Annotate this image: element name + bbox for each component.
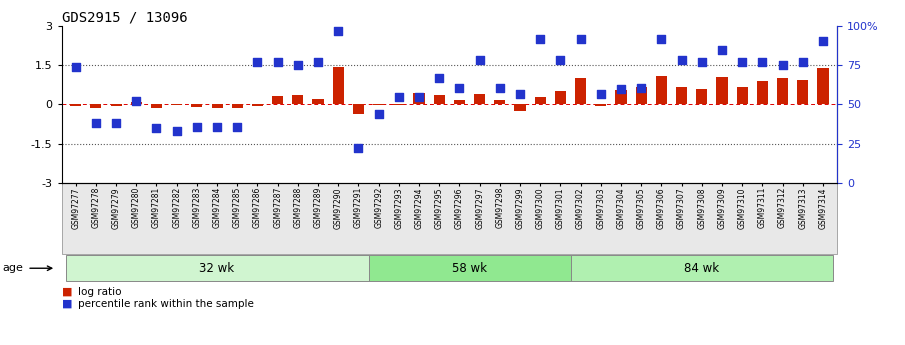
Bar <box>232 104 243 108</box>
Point <box>755 59 769 65</box>
Bar <box>414 92 424 104</box>
Point <box>674 57 689 63</box>
Bar <box>368 255 570 281</box>
Point <box>190 124 205 129</box>
Point <box>553 58 567 63</box>
Point <box>392 94 406 100</box>
Point <box>331 28 346 34</box>
Point <box>271 59 285 65</box>
Point <box>715 47 729 53</box>
Bar <box>817 68 829 104</box>
Text: ■: ■ <box>62 299 72 308</box>
Point <box>452 85 467 91</box>
Point <box>351 145 366 150</box>
Point <box>250 59 264 65</box>
Bar <box>292 95 303 104</box>
Bar <box>394 104 405 105</box>
Point <box>815 38 830 44</box>
Point <box>371 111 386 117</box>
Bar <box>570 255 834 281</box>
Point <box>89 120 103 126</box>
Point <box>735 59 749 65</box>
Text: 84 wk: 84 wk <box>684 262 719 275</box>
Bar <box>696 89 708 104</box>
Bar <box>635 87 647 104</box>
Text: log ratio: log ratio <box>78 287 121 296</box>
Bar <box>212 104 223 108</box>
Bar <box>433 95 444 104</box>
Bar <box>333 67 344 104</box>
Point <box>310 59 325 65</box>
Text: percentile rank within the sample: percentile rank within the sample <box>78 299 253 308</box>
Bar <box>272 96 283 104</box>
Point <box>795 59 810 65</box>
Text: 32 wk: 32 wk <box>199 262 234 275</box>
Point <box>230 124 244 129</box>
Bar <box>70 104 81 106</box>
Bar <box>65 255 368 281</box>
Bar <box>252 104 263 106</box>
Bar <box>535 97 546 104</box>
Bar <box>777 78 788 104</box>
Bar <box>151 104 162 108</box>
Bar <box>373 104 385 105</box>
Bar <box>797 79 808 104</box>
Text: 58 wk: 58 wk <box>452 262 487 275</box>
Bar <box>191 104 203 107</box>
Point <box>109 120 123 126</box>
Bar <box>312 99 324 104</box>
Bar <box>171 104 182 106</box>
Bar <box>90 104 101 108</box>
Point <box>149 125 164 131</box>
Bar <box>514 104 526 111</box>
Point <box>694 59 709 65</box>
Text: ■: ■ <box>62 287 72 296</box>
Bar <box>595 104 606 106</box>
Point <box>776 62 790 68</box>
Point <box>432 76 446 81</box>
Bar <box>555 91 566 104</box>
Bar <box>737 87 748 104</box>
Point <box>634 85 649 91</box>
Point <box>614 86 628 91</box>
Text: GDS2915 / 13096: GDS2915 / 13096 <box>62 11 187 25</box>
Bar <box>454 100 465 104</box>
Bar <box>353 104 364 114</box>
Point <box>412 94 426 100</box>
Point <box>472 58 487 63</box>
Text: age: age <box>3 263 24 273</box>
Bar <box>474 95 485 104</box>
Bar <box>717 77 728 104</box>
Point <box>210 124 224 129</box>
Point <box>492 85 507 91</box>
Point <box>291 62 305 68</box>
Bar <box>575 78 586 104</box>
Point <box>169 128 184 133</box>
Point <box>594 91 608 97</box>
Point <box>574 36 588 42</box>
Bar <box>110 104 121 107</box>
Point <box>129 98 144 104</box>
Point <box>513 92 528 97</box>
Bar <box>130 102 142 104</box>
Bar <box>615 90 626 104</box>
Bar <box>494 100 505 104</box>
Bar <box>656 76 667 104</box>
Bar <box>676 87 687 104</box>
Bar <box>757 81 768 104</box>
Point <box>533 36 548 42</box>
Point <box>654 36 669 42</box>
Point <box>69 65 83 70</box>
